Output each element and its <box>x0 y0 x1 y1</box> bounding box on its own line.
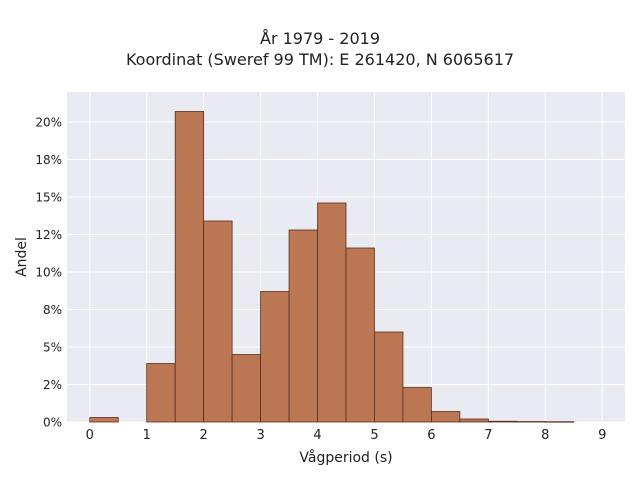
x-tick-label: 9 <box>598 428 606 443</box>
x-tick-labels: 0 1 2 3 4 5 6 7 8 9 <box>86 428 607 443</box>
x-tick-label: 1 <box>143 428 151 443</box>
y-tick-label: 2% <box>43 378 62 392</box>
histogram-bar <box>146 363 176 423</box>
x-tick-label: 5 <box>370 428 378 443</box>
y-tick-label: 20% <box>35 116 62 130</box>
histogram-bar <box>89 417 119 423</box>
y-tick-label: 5% <box>43 341 62 355</box>
histogram-bar <box>260 291 290 423</box>
x-tick-label: 3 <box>256 428 264 443</box>
x-tick-label: 6 <box>427 428 435 443</box>
histogram-bars <box>89 111 575 423</box>
histogram-bar <box>317 202 347 423</box>
histogram-bar <box>288 229 318 423</box>
x-tick-label: 0 <box>86 428 94 443</box>
y-tick-label: 18% <box>35 153 62 167</box>
chart-title-line-2: Koordinat (Sweref 99 TM): E 261420, N 60… <box>125 50 515 69</box>
x-tick-label: 4 <box>313 428 321 443</box>
y-tick-label: 8% <box>43 303 62 317</box>
x-tick-label: 8 <box>541 428 549 443</box>
histogram-bar <box>345 247 375 423</box>
histogram-bar <box>231 354 261 423</box>
histogram-bar <box>516 421 546 423</box>
x-tick-label: 2 <box>200 428 208 443</box>
x-tick-label: 7 <box>484 428 492 443</box>
histogram-bar <box>174 111 205 423</box>
y-tick-label: 15% <box>35 191 62 205</box>
y-tick-label: 10% <box>35 266 62 280</box>
chart-title-line-1: År 1979 - 2019 <box>260 29 380 48</box>
histogram-bar <box>431 411 461 423</box>
histogram-bar <box>459 418 489 423</box>
y-tick-labels: 0% 2% 5% 8% 10% 12% 15% 18% 20% <box>35 116 62 430</box>
y-tick-label: 12% <box>35 228 62 242</box>
histogram-bar <box>487 420 518 423</box>
y-tick-label: 0% <box>43 416 62 430</box>
histogram-bar <box>374 331 404 423</box>
x-axis-label: Vågperiod (s) <box>299 449 392 466</box>
y-axis-label: Andel <box>14 237 30 277</box>
histogram-bar <box>402 387 432 423</box>
histogram-bar <box>544 421 575 423</box>
histogram-bar <box>203 220 233 423</box>
